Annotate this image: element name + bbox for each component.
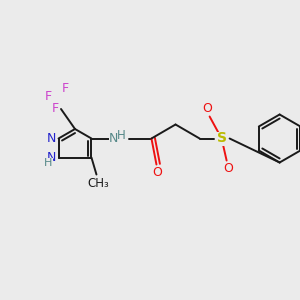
- Text: F: F: [61, 82, 69, 95]
- Text: O: O: [152, 166, 162, 179]
- Text: F: F: [51, 103, 58, 116]
- Text: S: S: [217, 131, 226, 146]
- Text: F: F: [44, 91, 52, 103]
- Text: N: N: [47, 132, 56, 145]
- Text: O: O: [203, 102, 213, 115]
- Text: N: N: [47, 151, 56, 164]
- Text: O: O: [224, 162, 234, 175]
- Text: N: N: [109, 132, 119, 145]
- Text: CH₃: CH₃: [88, 177, 109, 190]
- Text: H: H: [117, 129, 126, 142]
- Text: H: H: [44, 158, 53, 167]
